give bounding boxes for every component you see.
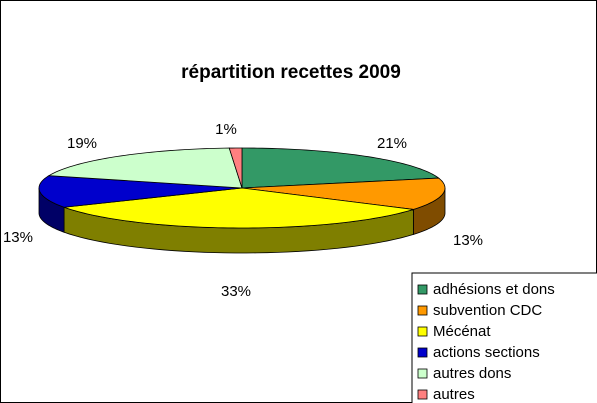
slice — [241, 177, 446, 210]
legend-swatch — [417, 368, 428, 379]
data-label: 19% — [67, 135, 97, 152]
legend-swatch — [417, 284, 428, 295]
slice — [38, 175, 243, 208]
slice — [228, 147, 243, 189]
chart-title: répartition recettes 2009 — [181, 62, 401, 83]
slice — [241, 147, 440, 189]
data-label: 13% — [453, 232, 483, 249]
data-label: 1% — [215, 121, 237, 138]
legend-swatch — [417, 389, 428, 400]
legend-label: Mécénat — [433, 323, 491, 340]
data-label: 21% — [377, 135, 407, 152]
legend-swatch — [417, 347, 428, 358]
legend-label: autres dons — [433, 365, 511, 382]
legend-label: autres — [433, 386, 475, 403]
legend-swatch — [417, 326, 428, 337]
data-label: 33% — [221, 283, 251, 300]
slice — [47, 147, 243, 189]
data-label: 13% — [3, 229, 33, 246]
legend-label: actions sections — [433, 344, 540, 361]
legend-box — [411, 272, 597, 403]
legend-label: subvention CDC — [433, 302, 542, 319]
legend-swatch — [417, 305, 428, 316]
legend-label: adhésions et dons — [433, 281, 555, 298]
legend: adhésions et dons subvention CDC Mécénat ac… — [411, 272, 597, 403]
